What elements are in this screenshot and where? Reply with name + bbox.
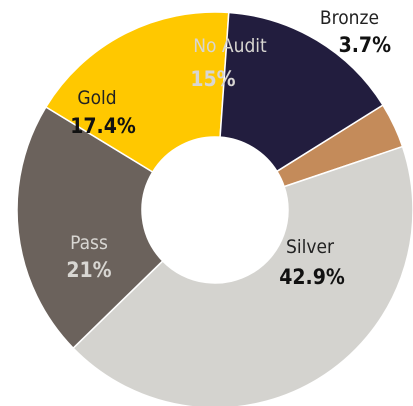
slice-label-silver: Silver (286, 236, 335, 258)
slice-value-gold: 17.4% (70, 114, 136, 138)
slice-label-gold: Gold (77, 87, 116, 109)
slice-no-audit (219, 11, 384, 173)
slice-group (16, 11, 413, 406)
slice-value-bronze: 3.7% (339, 33, 391, 57)
slice-pass (16, 105, 164, 350)
slice-label-pass: Pass (70, 232, 108, 254)
slice-label-bronze: Bronze (320, 7, 379, 29)
slice-silver (72, 145, 413, 406)
slice-value-pass: 21% (66, 258, 111, 282)
label-group: Bronze 3.7% Silver 42.9% Pass 21% Gold 17.4% No … (66, 7, 391, 289)
slice-value-no-audit: 15% (190, 67, 235, 91)
slice-value-silver: 42.9% (279, 265, 345, 289)
slice-label-no-audit: No Audit (193, 35, 267, 57)
slice-gold (44, 11, 230, 174)
